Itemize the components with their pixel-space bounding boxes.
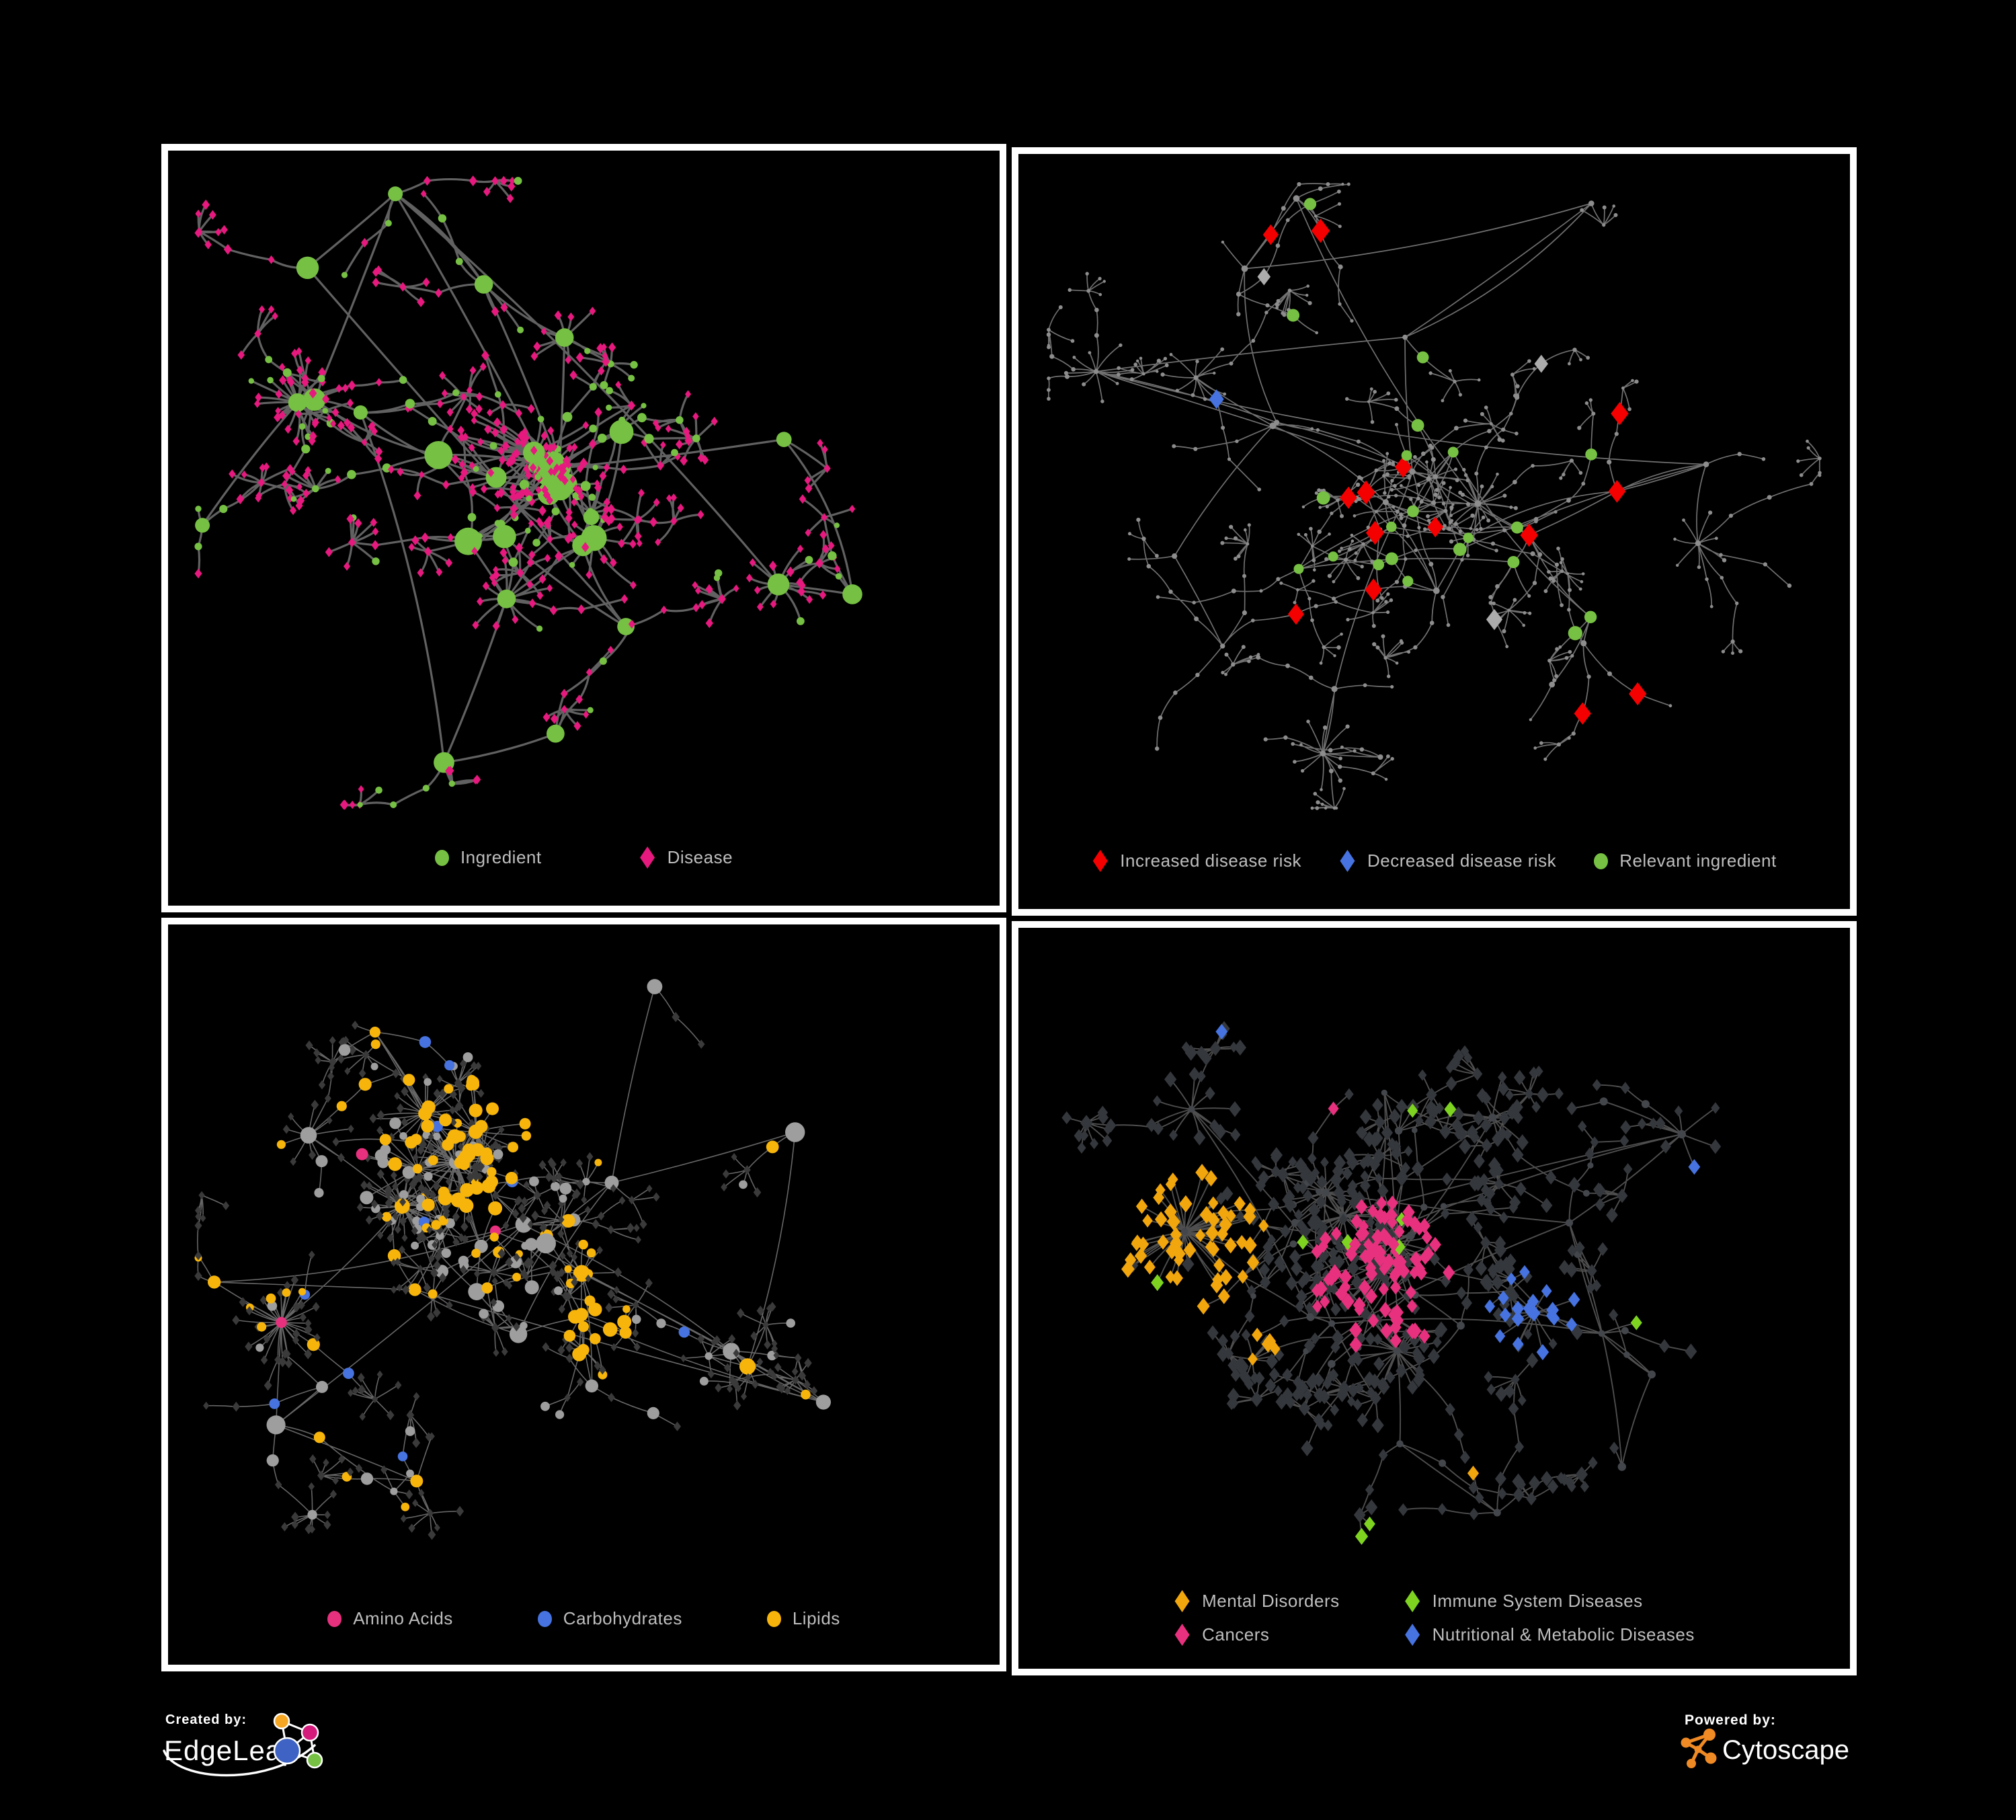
circle-swatch-icon — [1594, 853, 1609, 869]
diamond-swatch-icon — [1174, 1590, 1190, 1612]
legend-item-cancers: Cancers — [1174, 1624, 1340, 1646]
circle-swatch-icon — [327, 1610, 342, 1627]
network-highlight-nodes — [276, 1074, 632, 1361]
network-highlight-nodes — [1209, 198, 1647, 725]
legend-label: Nutritional & Metabolic Diseases — [1432, 1624, 1695, 1645]
legend-label: Increased disease risk — [1120, 850, 1301, 871]
network-edges — [1066, 1028, 1716, 1537]
legend-item-mental-disorders: Mental Disorders — [1174, 1590, 1340, 1612]
panel-ingredient-disease: Ingredient Disease — [161, 144, 1006, 912]
diamond-swatch-icon — [640, 846, 655, 869]
disease-risk-graph — [1046, 182, 1822, 810]
legend-label: Immune System Diseases — [1432, 1591, 1643, 1611]
cytoscape-logo: Powered by: Cytoscape — [1681, 1712, 1849, 1768]
network-nodes — [1046, 182, 1822, 810]
legend-item-carbohydrates: Carbohydrates — [537, 1608, 682, 1629]
circle-swatch-icon — [434, 849, 449, 866]
diamond-swatch-icon — [1174, 1624, 1190, 1646]
legend-disease-classes: Mental Disorders Immune System Diseases Ca… — [1018, 1590, 1850, 1646]
network-edges — [1048, 183, 1820, 809]
legend-item-ingredient: Ingredient — [434, 846, 542, 869]
ingredient-disease-graph — [194, 175, 862, 810]
disease-class-graph — [1061, 1021, 1722, 1545]
diamond-swatch-icon — [1340, 850, 1355, 872]
network-nodes — [194, 175, 862, 810]
cytoscape-network-icon — [1681, 1729, 1717, 1768]
legend-label: Mental Disorders — [1202, 1591, 1340, 1611]
legend-item-relevant-ingredient: Relevant ingredient — [1594, 850, 1777, 872]
cytoscape-credit: Powered by: Cytoscape — [1679, 1706, 1901, 1817]
diamond-swatch-icon — [1405, 1624, 1420, 1646]
cytoscape-wordmark: Cytoscape — [1722, 1735, 1849, 1765]
legend-nutrient-classes: Amino Acids Carbohydrates Lipids — [168, 1608, 1000, 1629]
legend-item-immune-system-diseases: Immune System Diseases — [1404, 1590, 1695, 1612]
legend-ingredient-disease: Ingredient Disease — [168, 846, 1000, 869]
legend-label: Amino Acids — [353, 1608, 453, 1628]
legend-item-disease: Disease — [639, 846, 733, 869]
edgeleap-node-blue — [273, 1737, 301, 1765]
edgeleap-node-orange — [273, 1712, 290, 1730]
network-highlight-nodes — [1121, 1023, 1701, 1545]
legend-label: Decreased disease risk — [1367, 850, 1557, 871]
nutrient-class-graph — [194, 979, 831, 1540]
edgeleap-logo: Created by: EdgeLeap — [163, 1712, 323, 1777]
edgeleap-credit: Created by: EdgeLeap — [161, 1706, 477, 1817]
legend-label: Cancers — [1202, 1624, 1270, 1645]
legend-item-decreased-disease-risk: Decreased disease risk — [1339, 850, 1556, 872]
powered-by-label: Powered by: — [1685, 1712, 1776, 1728]
legend-label: Relevant ingredient — [1619, 850, 1777, 871]
edgeleap-network-icon — [273, 1712, 323, 1769]
legend-label: Ingredient — [460, 847, 542, 867]
panel-disease-classes: Mental Disorders Immune System Diseases Ca… — [1012, 921, 1857, 1675]
panel-disease-risk: Increased disease risk Decreased disease … — [1012, 147, 1857, 916]
panel-nutrient-classes: Amino Acids Carbohydrates Lipids — [161, 918, 1006, 1671]
legend-item-lipids: Lipids — [766, 1608, 840, 1629]
legend-disease-risk: Increased disease risk Decreased disease … — [1018, 850, 1850, 872]
edgeleap-node-magenta — [300, 1723, 319, 1742]
diamond-swatch-icon — [1092, 850, 1108, 872]
created-by-label: Created by: — [165, 1712, 247, 1727]
circle-swatch-icon — [537, 1610, 552, 1627]
legend-label: Lipids — [792, 1608, 840, 1628]
legend-item-increased-disease-risk: Increased disease risk — [1092, 850, 1301, 872]
legend-item-nutritional-metabolic-diseases: Nutritional & Metabolic Diseases — [1404, 1624, 1695, 1646]
legend-label: Carbohydrates — [563, 1608, 682, 1628]
edgeleap-node-green — [306, 1751, 323, 1769]
legend-item-amino-acids: Amino Acids — [327, 1608, 453, 1629]
legend-label: Disease — [667, 847, 733, 867]
diamond-swatch-icon — [1405, 1590, 1420, 1612]
network-nodes — [194, 979, 831, 1540]
circle-swatch-icon — [766, 1610, 781, 1627]
